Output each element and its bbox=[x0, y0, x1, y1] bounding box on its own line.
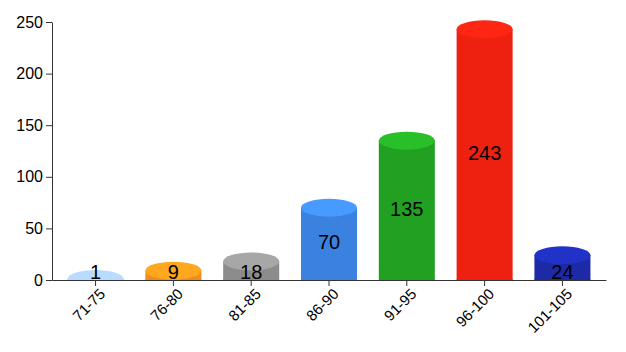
bar-group bbox=[301, 199, 357, 280]
y-tick-mark bbox=[46, 228, 52, 229]
data-label: 24 bbox=[551, 261, 573, 283]
y-tick: 250 bbox=[16, 14, 52, 31]
x-tick: 76-80 bbox=[147, 280, 186, 324]
bar-top bbox=[379, 132, 435, 150]
bar bbox=[301, 208, 357, 280]
data-label: 1 bbox=[90, 261, 101, 283]
x-tick-label: 76-80 bbox=[147, 285, 186, 324]
y-tick-label: 0 bbox=[34, 272, 43, 289]
x-tick: 71-75 bbox=[69, 280, 108, 324]
data-label: 70 bbox=[318, 231, 340, 253]
y-tick: 50 bbox=[25, 220, 52, 237]
bar-group bbox=[379, 132, 435, 280]
y-tick-mark bbox=[46, 125, 52, 126]
bar bbox=[379, 141, 435, 280]
bars bbox=[68, 20, 591, 280]
y-tick-label: 50 bbox=[25, 220, 43, 237]
y-tick-label: 250 bbox=[16, 14, 43, 31]
x-tick: 81-85 bbox=[225, 280, 264, 324]
y-tick: 100 bbox=[16, 168, 52, 185]
data-label: 18 bbox=[240, 261, 262, 283]
chart: 0 50 100 150 200 250 71-75 76-80 81-85 86-90 91-95… bbox=[0, 0, 626, 352]
y-tick: 150 bbox=[16, 117, 52, 134]
y-tick-mark bbox=[46, 280, 52, 281]
x-tick-label: 101-105 bbox=[524, 285, 575, 336]
x-tick: 86-90 bbox=[303, 280, 342, 324]
y-tick-mark bbox=[46, 177, 52, 178]
x-tick-label: 86-90 bbox=[303, 285, 342, 324]
y-tick-label: 100 bbox=[16, 168, 43, 185]
y-tick-mark bbox=[46, 74, 52, 75]
y-axis: 0 50 100 150 200 250 bbox=[16, 14, 52, 289]
y-axis-line bbox=[52, 23, 53, 281]
bar-top bbox=[301, 199, 357, 217]
x-axis: 71-75 76-80 81-85 86-90 91-95 96-100 101-105 bbox=[53, 280, 607, 336]
x-tick-label: 71-75 bbox=[69, 285, 108, 324]
data-labels: 1 9 18 70 135 243 24 bbox=[90, 142, 574, 283]
data-label: 9 bbox=[168, 261, 179, 283]
data-label: 243 bbox=[468, 142, 501, 164]
bar-group bbox=[223, 252, 279, 280]
x-tick: 91-95 bbox=[380, 280, 419, 324]
x-tick-label: 96-100 bbox=[452, 285, 497, 330]
y-tick-label: 200 bbox=[16, 65, 43, 82]
plot: 0 50 100 150 200 250 71-75 76-80 81-85 86-90 91-95… bbox=[16, 14, 606, 336]
y-tick: 200 bbox=[16, 65, 52, 82]
x-tick: 101-105 bbox=[524, 280, 575, 336]
x-tick-label: 91-95 bbox=[380, 285, 419, 324]
y-tick-mark bbox=[46, 22, 52, 23]
data-label: 135 bbox=[390, 198, 423, 220]
bar-group bbox=[145, 262, 201, 280]
y-tick: 0 bbox=[34, 272, 52, 289]
bar bbox=[457, 29, 513, 280]
bar-top bbox=[457, 20, 513, 38]
bar-group bbox=[457, 20, 513, 280]
bar-group bbox=[534, 246, 590, 280]
x-tick-label: 81-85 bbox=[225, 285, 264, 324]
x-tick: 96-100 bbox=[452, 280, 497, 330]
y-tick-label: 150 bbox=[16, 117, 43, 134]
